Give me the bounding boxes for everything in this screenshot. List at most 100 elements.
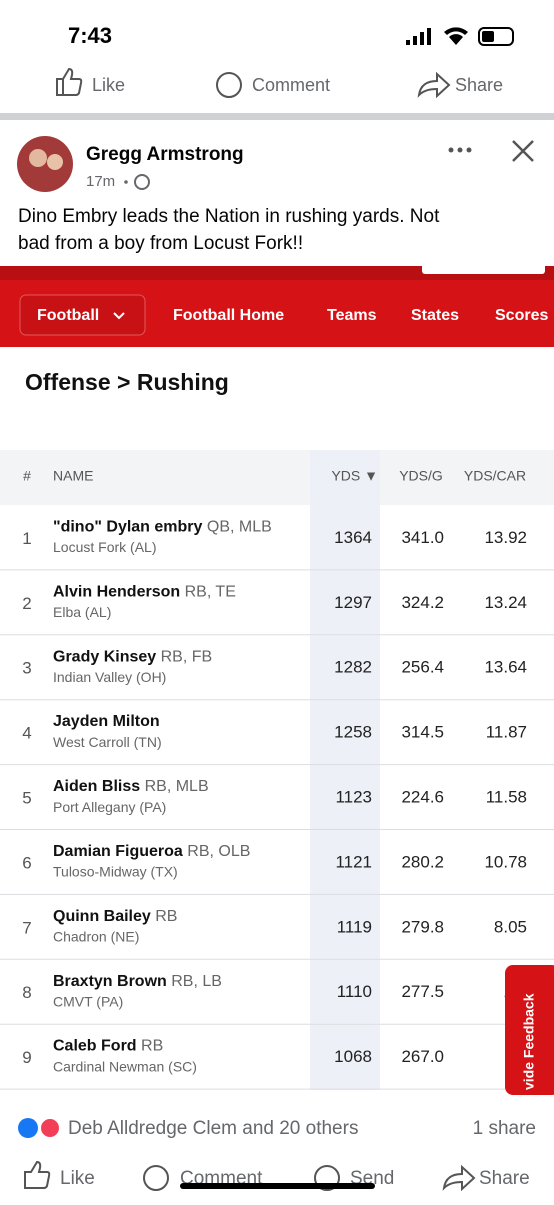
school: West Carroll (TN) <box>53 734 162 750</box>
share-icon[interactable] <box>442 1164 476 1192</box>
yards-per-game: 279.8 <box>401 917 444 936</box>
feedback-label[interactable]: vide Feedback <box>521 993 537 1090</box>
top-share[interactable]: Share <box>455 75 503 95</box>
share-count[interactable]: 1 share <box>473 1118 536 1139</box>
yards-per-carry: 8.05 <box>494 917 527 936</box>
column-header: YDS/G <box>399 468 443 484</box>
player-position: RB, MLB <box>145 778 209 795</box>
share-button[interactable]: Share <box>479 1168 530 1189</box>
send-icon[interactable] <box>314 1165 340 1191</box>
sorted-column <box>310 450 380 1090</box>
player-position: RB, FB <box>161 648 213 665</box>
player-name: Grady Kinsey <box>53 648 156 665</box>
nav-link[interactable]: Teams <box>327 307 377 324</box>
school: Chadron (NE) <box>53 929 139 945</box>
player-name: Alvin Henderson <box>53 584 180 601</box>
rank: 9 <box>22 1048 31 1067</box>
nav-link[interactable]: Football Home <box>173 307 284 324</box>
player: Alvin Henderson RB, TE <box>53 584 236 601</box>
player-name: "dino" Dylan embry <box>53 519 203 536</box>
school: CMVT (PA) <box>53 993 123 1009</box>
nav-link[interactable]: States <box>411 307 459 324</box>
player: Jayden Milton <box>53 713 160 730</box>
home-indicator <box>180 1183 375 1189</box>
rank: 5 <box>22 789 31 808</box>
top-like-icon[interactable] <box>56 67 83 96</box>
top-comment[interactable]: Comment <box>252 75 330 95</box>
rank: 6 <box>22 853 31 872</box>
player-position: QB, MLB <box>207 519 272 536</box>
more-icon[interactable] <box>448 147 472 153</box>
school: Locust Fork (AL) <box>53 539 156 555</box>
dot <box>124 180 128 184</box>
rank: 7 <box>22 918 31 937</box>
comment-icon[interactable] <box>143 1165 169 1191</box>
player: Grady Kinsey RB, FB <box>53 648 212 665</box>
post-text: bad from a boy from Locust Fork!! <box>18 233 303 254</box>
post-text: Dino Embry leads the Nation in rushing y… <box>18 206 440 227</box>
post-time: 17m <box>86 173 115 190</box>
search-box[interactable] <box>422 262 545 274</box>
top-like[interactable]: Like <box>92 75 125 95</box>
author[interactable]: Gregg Armstrong <box>86 144 244 165</box>
love-reaction <box>39 1117 61 1139</box>
table-header <box>0 450 554 505</box>
yards-per-carry: 11.58 <box>486 788 527 807</box>
player-position: RB <box>141 1038 163 1055</box>
column-header: YDS ▼ <box>331 468 378 484</box>
menu-label[interactable]: Football <box>37 307 99 324</box>
rank: 8 <box>22 983 31 1002</box>
yards: 1119 <box>337 917 372 936</box>
player-position: RB, LB <box>171 973 222 990</box>
like-icon[interactable] <box>24 1160 51 1189</box>
player: "dino" Dylan embry QB, MLB <box>53 519 272 536</box>
close-icon[interactable] <box>512 140 534 162</box>
top-share-icon[interactable] <box>417 71 451 99</box>
yards: 1110 <box>337 982 372 1001</box>
like-button[interactable]: Like <box>60 1168 95 1189</box>
divider <box>0 113 554 120</box>
player: Quinn Bailey RB <box>53 908 177 925</box>
yards-per-game: 314.5 <box>401 723 444 742</box>
yards-per-carry: 13.64 <box>484 658 527 677</box>
yards-per-carry: 10.78 <box>484 852 527 871</box>
column-header: YDS/CAR <box>464 468 526 484</box>
school: Elba (AL) <box>53 604 111 620</box>
yards-per-game: 341.0 <box>401 528 444 547</box>
yards-per-game: 267.0 <box>401 1047 444 1066</box>
yards: 1121 <box>335 852 372 871</box>
top-comment-icon[interactable] <box>216 72 242 98</box>
school: Port Allegany (PA) <box>53 799 166 815</box>
rank: 2 <box>22 594 31 613</box>
site-topbar <box>0 266 554 280</box>
chevron <box>113 312 125 320</box>
status-icons <box>406 27 514 46</box>
yards-per-carry: 13.92 <box>484 528 527 547</box>
yards-per-carry: 11.87 <box>486 723 527 742</box>
rank: 3 <box>22 659 31 678</box>
player: Damian Figueroa RB, OLB <box>53 843 250 860</box>
player-position: RB <box>155 908 177 925</box>
yards-per-game: 280.2 <box>401 852 444 871</box>
breadcrumb: Offense > Rushing <box>25 369 229 395</box>
clock: 7:43 <box>68 23 112 48</box>
yards-per-game: 224.6 <box>401 788 444 807</box>
avatar[interactable] <box>17 136 73 192</box>
rank: 4 <box>22 724 31 743</box>
globe-icon <box>134 174 150 190</box>
nav-link[interactable]: Scores <box>495 307 548 324</box>
yards: 1123 <box>335 788 372 807</box>
avatar-face <box>47 154 63 170</box>
yards: 1258 <box>334 723 372 742</box>
school: Cardinal Newman (SC) <box>53 1058 197 1074</box>
reaction-names[interactable]: Deb Alldredge Clem and 20 others <box>68 1118 358 1139</box>
player-name: Jayden Milton <box>53 713 160 730</box>
yards-per-game: 324.2 <box>401 593 444 612</box>
player-position: RB, TE <box>185 584 236 601</box>
menu-button[interactable] <box>19 294 146 336</box>
feedback-tab[interactable] <box>505 965 554 1095</box>
player: Caleb Ford RB <box>53 1038 163 1055</box>
yards: 1282 <box>334 658 372 677</box>
school: Indian Valley (OH) <box>53 669 166 685</box>
